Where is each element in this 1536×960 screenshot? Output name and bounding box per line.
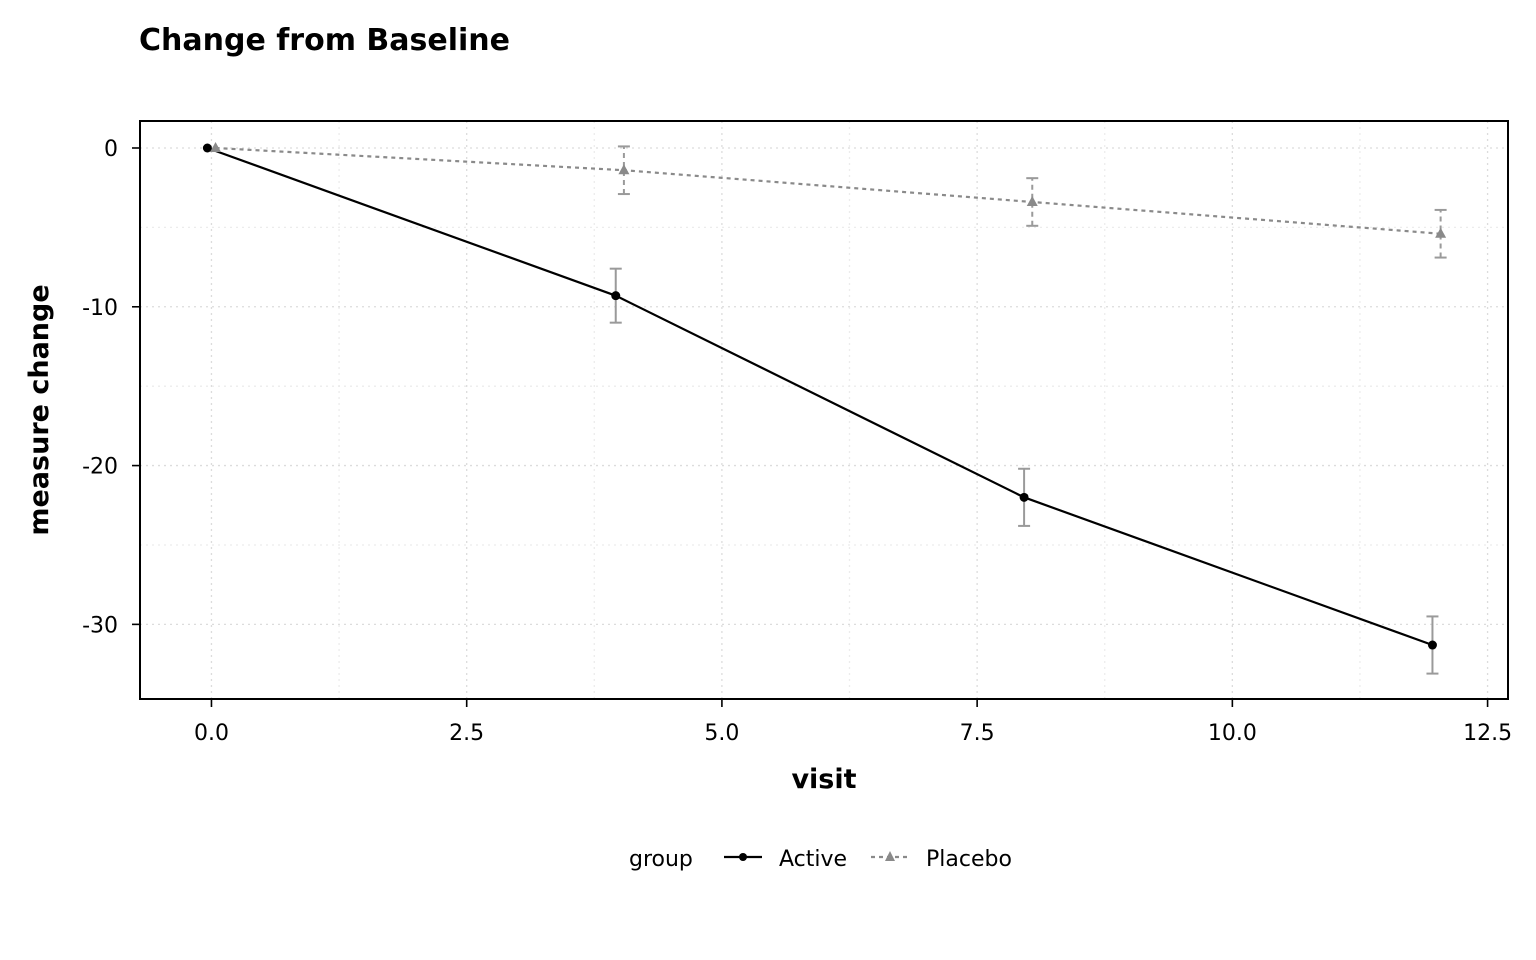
active-series-line (207, 146, 1433, 647)
y-tick-label: -20 (82, 455, 118, 480)
y-tick-label: -30 (82, 613, 118, 638)
x-axis-title: visit (791, 764, 856, 795)
placebo-data-point (618, 164, 630, 175)
placebo-data-point (1026, 195, 1038, 206)
active-data-point (202, 143, 212, 153)
legend-label-active: Active (779, 847, 847, 872)
legend-key-placebo-marker (885, 851, 895, 861)
active-data-point (611, 291, 621, 301)
chart-title: Change from Baseline (139, 23, 510, 58)
legend-key-active-marker (739, 853, 747, 861)
placebo-series-line (215, 146, 1441, 235)
error-bars (609, 145, 1447, 675)
grid-lines (140, 121, 1508, 699)
axis-ticks: 0.0 2.5 5.0 7.5 10.0 12.5 0 -10 -20 -30 (82, 137, 1512, 746)
legend-label-placebo: Placebo (926, 847, 1012, 872)
y-axis-title: measure change (24, 284, 55, 535)
series-lines (207, 146, 1441, 647)
placebo-data-point (210, 141, 222, 152)
x-tick-label: 5.0 (704, 721, 739, 746)
plot-frame (139, 120, 1509, 700)
x-tick-label: 10.0 (1208, 721, 1257, 746)
x-tick-label: 7.5 (960, 721, 995, 746)
active-data-point (1427, 640, 1437, 650)
placebo-data-point (1435, 227, 1447, 238)
data-points (202, 141, 1447, 650)
legend: group Active Placebo (629, 847, 1012, 872)
y-tick-label: 0 (104, 137, 118, 162)
x-tick-label: 12.5 (1463, 721, 1512, 746)
y-tick-label: -10 (82, 296, 118, 321)
legend-title: group (629, 847, 693, 872)
x-tick-label: 0.0 (194, 721, 229, 746)
active-data-point (1019, 492, 1029, 502)
x-tick-label: 2.5 (449, 721, 484, 746)
